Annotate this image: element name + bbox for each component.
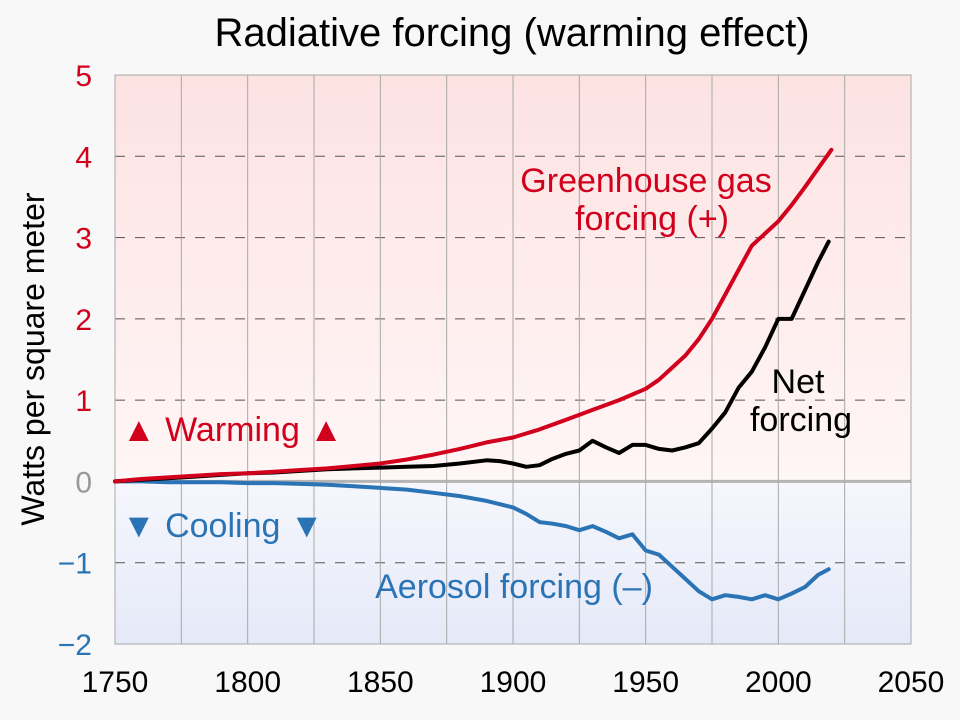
y-axis-label: Watts per square meter — [15, 192, 51, 526]
greenhouse-label-line2: forcing (+) — [575, 200, 729, 238]
chart-title: Radiative forcing (warming effect) — [214, 11, 809, 55]
greenhouse-label-line1: Greenhouse gas — [520, 162, 771, 200]
plot-frame — [114, 74, 912, 645]
y-tick-label: 0 — [75, 466, 92, 499]
x-tick-label: 1900 — [480, 666, 547, 699]
x-tick-label: 1850 — [347, 666, 414, 699]
x-tick-label: 2000 — [745, 666, 812, 699]
y-tick-label: 1 — [75, 385, 92, 418]
x-tick-label: 1800 — [214, 666, 281, 699]
y-tick-label: 5 — [75, 60, 92, 93]
x-tick-label: 2050 — [878, 666, 945, 699]
x-tick-label: 1750 — [82, 666, 149, 699]
y-tick-label: −2 — [58, 629, 92, 662]
y-tick-label: 2 — [75, 304, 92, 337]
y-tick-labels: 5 4 3 2 1 0 −1 −2 — [58, 60, 92, 662]
greenhouse-series-line — [113, 147, 834, 484]
net-label-line2: forcing — [750, 401, 852, 439]
warming-annotation: ▲ Warming ▲ — [122, 411, 343, 449]
y-tick-label: 3 — [75, 223, 92, 256]
x-tick-labels: 1750 1800 1850 1900 1950 2000 2050 — [82, 666, 945, 699]
aerosol-series-line — [113, 479, 831, 602]
series-lines — [113, 147, 834, 602]
y-tick-label: 4 — [75, 141, 92, 174]
y-tick-label: −1 — [58, 548, 92, 581]
grid-lines — [114, 74, 912, 645]
x-tick-label: 1950 — [612, 666, 679, 699]
net-label-line1: Net — [772, 363, 825, 401]
cooling-annotation: ▼ Cooling ▼ — [122, 507, 324, 545]
aerosol-label: Aerosol forcing (–) — [375, 568, 653, 606]
